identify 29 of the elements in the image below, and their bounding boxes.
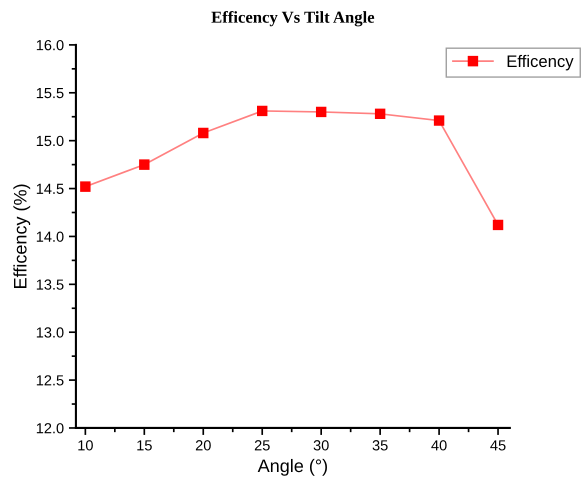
point — [139, 159, 150, 170]
y-tick-label: 13.5 — [36, 279, 64, 290]
point — [198, 128, 208, 138]
y-tick-label: 12.0 — [36, 423, 64, 434]
point — [80, 181, 91, 192]
chart-title: Efficency Vs Tilt Angle — [211, 10, 374, 26]
x-tick-label: 20 — [196, 440, 211, 450]
x-tick-label: 45 — [490, 440, 506, 450]
point — [257, 106, 268, 116]
y-tick-label: 12.5 — [36, 375, 64, 386]
x-tick-label: 10 — [78, 440, 93, 450]
x-tick-label: 15 — [137, 440, 152, 450]
point — [434, 115, 444, 126]
point — [374, 108, 386, 120]
point — [316, 106, 326, 118]
y-tick-label: 15.5 — [36, 88, 64, 98]
x-tick-label: 35 — [372, 440, 388, 450]
y-tick-label: 16.0 — [36, 40, 64, 50]
y-tick-label: 14.5 — [36, 184, 64, 194]
point — [492, 220, 504, 230]
x-tick-label: 25 — [254, 440, 270, 450]
y-tick-label: 14.0 — [36, 232, 64, 242]
x-tick-label: 40 — [431, 440, 447, 450]
x-axis-title: Angle (°) — [258, 458, 327, 476]
legend-label: Efficency — [508, 54, 574, 70]
y-tick-label: 13.0 — [36, 327, 64, 338]
y-tick-label: 15.0 — [36, 136, 64, 146]
x-tick-label: 30 — [314, 440, 329, 450]
y-axis-title: Efficency (%) — [13, 184, 30, 288]
